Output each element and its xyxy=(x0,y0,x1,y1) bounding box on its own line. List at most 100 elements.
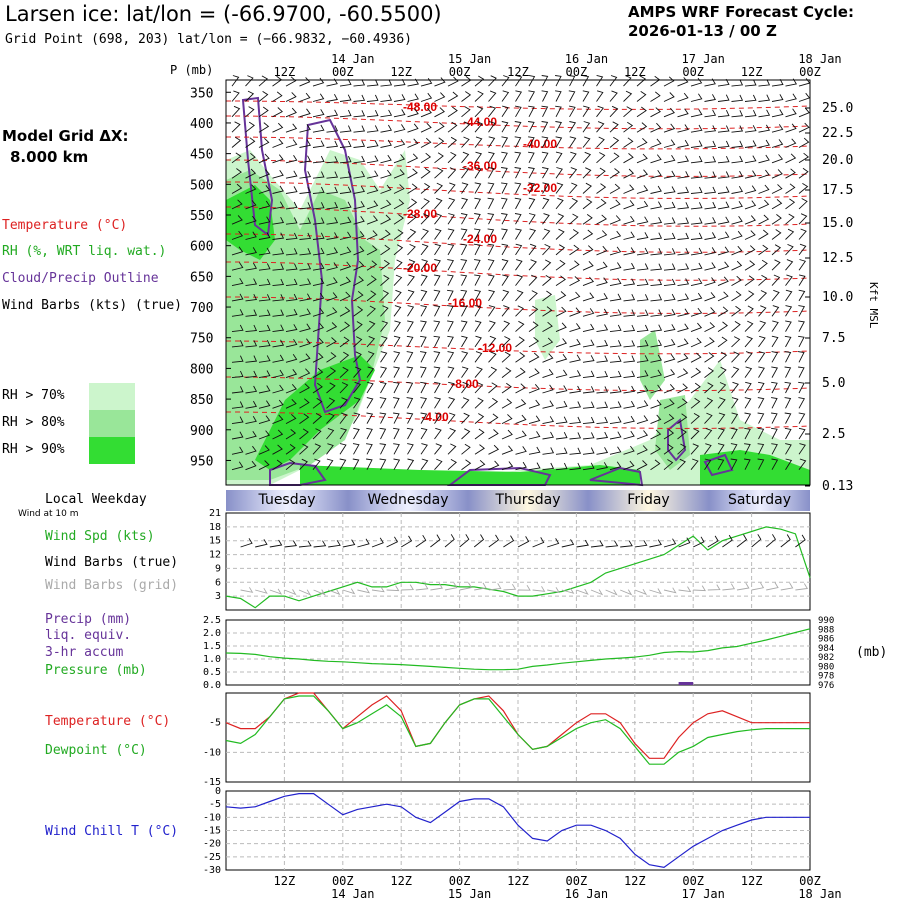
wind-barb xyxy=(420,107,432,118)
wind-barb xyxy=(771,274,781,286)
wind-barb xyxy=(609,168,620,179)
wind-barb xyxy=(609,199,621,210)
wind-barb xyxy=(758,169,770,179)
wind-barb xyxy=(312,337,324,348)
wind-barb xyxy=(744,443,751,455)
height-tick-label: 5.0 xyxy=(822,376,845,391)
pressure-tick-label: 850 xyxy=(190,393,213,408)
wind-barb xyxy=(542,228,551,240)
wind-barb xyxy=(366,94,379,102)
wind-barb-grid xyxy=(678,586,692,593)
wind-barb xyxy=(650,414,662,425)
wind-barb xyxy=(326,397,336,409)
wind-barb-grid xyxy=(357,587,371,594)
wind-barb xyxy=(353,351,362,363)
wind-barb xyxy=(596,339,609,348)
wind-barb xyxy=(326,292,338,302)
wind-barb xyxy=(380,124,392,133)
wind-barb xyxy=(650,459,661,471)
wind-barb-true xyxy=(634,540,648,548)
pressure-tick-label: 750 xyxy=(190,332,213,347)
wind-barb xyxy=(407,93,419,102)
wind-barb xyxy=(542,167,549,179)
wind-barb xyxy=(798,107,810,118)
wind-barb xyxy=(731,125,744,133)
wind-barb xyxy=(569,401,582,409)
wind-barb xyxy=(744,200,757,210)
wind-barb xyxy=(380,79,393,87)
pressure-tick-label: 650 xyxy=(190,270,213,285)
wind-barb xyxy=(447,121,458,133)
wind-barb xyxy=(353,79,366,87)
wind-barb xyxy=(272,91,283,102)
wind-barb xyxy=(380,229,391,240)
wind-barb xyxy=(407,458,415,470)
wind-barb xyxy=(488,444,500,455)
wind-barb xyxy=(393,244,404,256)
wind-barb xyxy=(744,366,753,378)
wind-barb xyxy=(380,199,392,210)
wind-barb xyxy=(744,412,752,424)
wind-barb xyxy=(474,305,482,317)
wind-barb xyxy=(744,458,751,470)
wind-barb xyxy=(744,140,757,148)
wind-barb xyxy=(245,90,255,102)
wind-barb xyxy=(272,107,283,118)
wind-barb xyxy=(299,263,312,271)
wind-barb xyxy=(569,276,581,286)
wind-barb xyxy=(434,228,442,240)
wind-barb xyxy=(366,110,379,118)
wind-barb xyxy=(245,415,257,425)
wind-barb xyxy=(771,154,784,164)
temp-contour-label-1: -44.00 xyxy=(463,115,497,129)
wind-barb xyxy=(609,401,622,409)
wind-barb xyxy=(528,105,535,118)
wind-barb xyxy=(528,321,539,332)
wind-barb xyxy=(501,197,508,210)
wind-barb xyxy=(420,289,428,302)
wind-barb xyxy=(569,105,576,118)
wind-barb xyxy=(299,232,312,240)
wind-barb xyxy=(609,324,622,333)
wind-barb xyxy=(704,382,714,394)
wind-barb xyxy=(326,186,339,194)
wind-barb xyxy=(488,320,496,332)
wind-barb xyxy=(420,228,429,240)
wind-barb xyxy=(596,401,609,409)
wind-barb-grid xyxy=(269,588,283,595)
wind-barb xyxy=(704,217,717,225)
wind-barb xyxy=(596,214,607,225)
wind-barb xyxy=(272,294,285,302)
wind-barb xyxy=(596,230,608,240)
wind-barb xyxy=(663,139,676,148)
wind-barb xyxy=(704,125,717,133)
wind-barb xyxy=(474,213,481,225)
wind-barb xyxy=(798,167,809,179)
wind-barb xyxy=(771,305,780,317)
wind-barb xyxy=(393,412,400,424)
wind-barb xyxy=(663,123,676,133)
wind-barb xyxy=(690,155,703,164)
wind-barb xyxy=(231,401,244,409)
wind-barb xyxy=(406,335,414,348)
wind-barb xyxy=(393,381,400,394)
wind-barb xyxy=(717,201,730,210)
wind-barb-grid xyxy=(634,588,648,596)
wind-barb xyxy=(636,460,648,471)
wind-barb xyxy=(501,213,508,225)
liq-equiv-label: liq. equiv. xyxy=(45,628,132,643)
wind-barb xyxy=(515,367,526,378)
wind-barb xyxy=(393,305,402,317)
wind-barb-true xyxy=(313,540,327,548)
wind-barb xyxy=(420,335,427,348)
wind-barb xyxy=(299,293,311,302)
wind-barb xyxy=(623,262,635,271)
wind-barb xyxy=(582,370,595,379)
wind-barb xyxy=(285,293,298,302)
wind-barb xyxy=(406,351,414,363)
bottom-day-label: 15 Jan xyxy=(448,887,491,900)
wind-barb xyxy=(771,214,782,225)
wind-barb xyxy=(704,367,714,378)
wind-barb xyxy=(447,443,457,455)
wind-barb xyxy=(596,324,609,333)
